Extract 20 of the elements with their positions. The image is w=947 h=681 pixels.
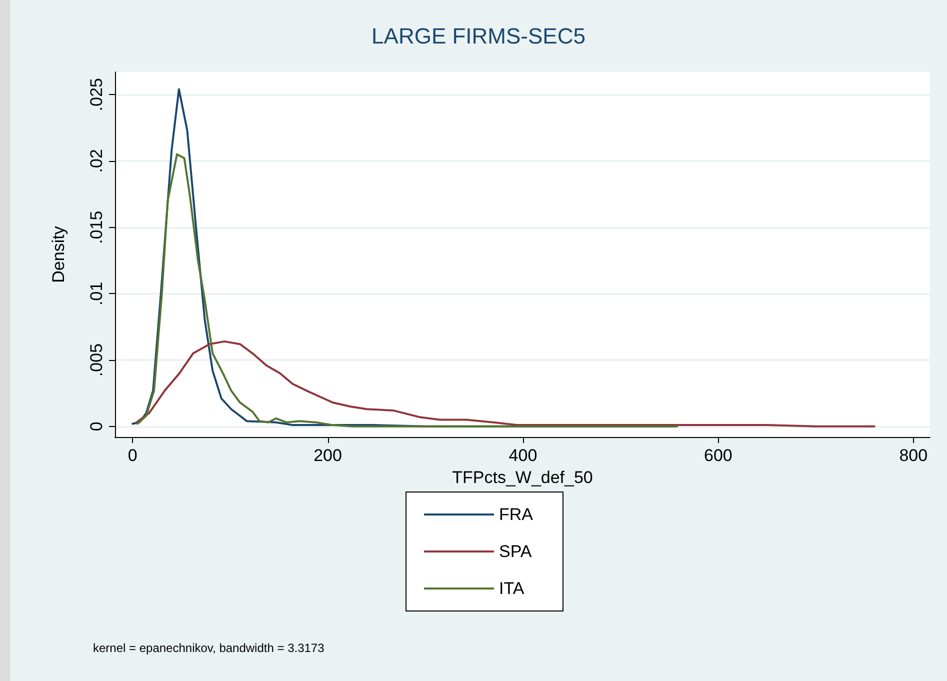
legend-label: SPA (499, 542, 532, 561)
legend-label: FRA (499, 505, 534, 524)
y-tick-label: .02 (87, 149, 106, 173)
legend-label: ITA (499, 579, 525, 598)
x-tick-label: 800 (899, 446, 928, 465)
y-tick-label: .01 (87, 282, 106, 306)
line-series (136, 153, 678, 428)
y-tick-label: .025 (87, 78, 106, 112)
y-tick-label: .015 (87, 210, 106, 244)
y-axis-title: Density (49, 226, 68, 283)
x-tick-label: 600 (704, 446, 732, 465)
text: kernel = epanechnikov, bandwidth = 3.3173 (93, 641, 325, 655)
y-tick-label: 0 (87, 422, 106, 432)
chart-title: LARGE FIRMS-SEC5 (372, 24, 586, 48)
y-tick-label: .005 (87, 343, 106, 377)
x-axis-title: TFPcts_W_def_50 (452, 468, 593, 487)
line-series (135, 340, 876, 428)
x-tick-label: 0 (128, 446, 138, 465)
x-tick-label: 400 (508, 446, 538, 465)
x-tick-label: 200 (314, 446, 342, 465)
